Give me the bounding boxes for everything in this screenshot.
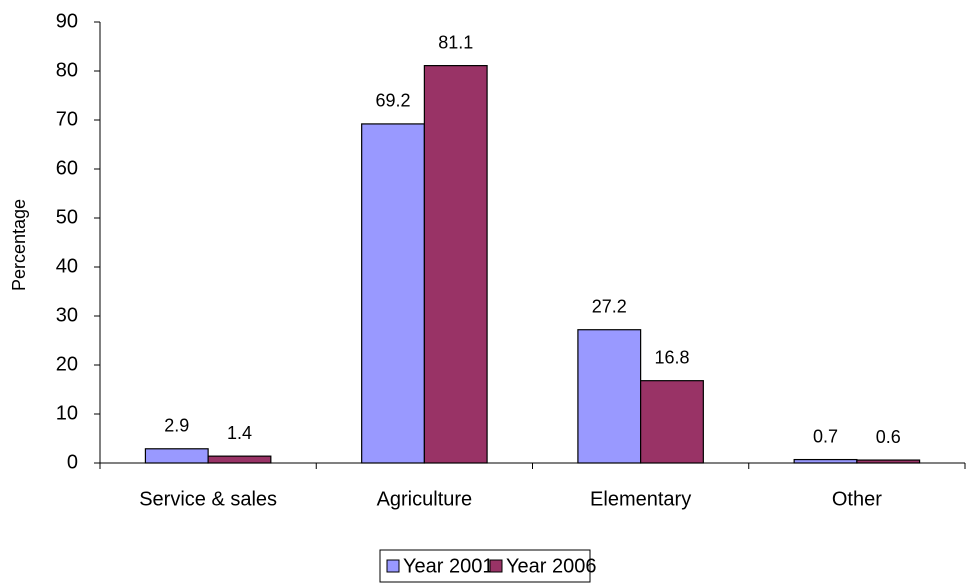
legend-box — [379, 549, 591, 583]
y-tick-label: 0 — [67, 451, 78, 473]
value-label: 69.2 — [375, 91, 410, 111]
y-tick-label: 90 — [56, 10, 78, 32]
x-tick-label: Agriculture — [377, 488, 473, 510]
legend-swatch — [386, 559, 400, 573]
y-tick-label: 10 — [56, 402, 78, 424]
y-tick-label: 80 — [56, 59, 78, 81]
bar — [577, 329, 642, 464]
x-tick-label: Service & sales — [139, 488, 277, 510]
bar — [361, 123, 425, 464]
bar — [640, 380, 704, 464]
x-tick-label: Other — [832, 488, 882, 510]
value-label: 1.4 — [227, 423, 252, 443]
value-label: 0.7 — [813, 426, 838, 446]
legend-swatch — [489, 559, 503, 573]
y-tick-label: 60 — [56, 157, 78, 179]
x-tick-label: Elementary — [590, 488, 691, 510]
value-label: 2.9 — [164, 416, 189, 436]
value-label: 0.6 — [876, 427, 901, 447]
value-label: 81.1 — [438, 32, 473, 52]
bar — [144, 448, 209, 464]
bar — [793, 458, 858, 464]
legend-label: Year 2001 — [403, 555, 493, 577]
y-tick-label: 50 — [56, 206, 78, 228]
bar — [207, 455, 272, 464]
y-tick-label: 40 — [56, 255, 78, 277]
y-axis-label: Percentage — [9, 199, 29, 291]
y-tick-label: 20 — [56, 353, 78, 375]
bar — [423, 65, 488, 464]
y-tick-label: 30 — [56, 304, 78, 326]
y-tick-label: 70 — [56, 108, 78, 130]
value-label: 27.2 — [592, 296, 627, 316]
legend-label: Year 2006 — [506, 555, 596, 577]
value-label: 16.8 — [654, 347, 689, 367]
